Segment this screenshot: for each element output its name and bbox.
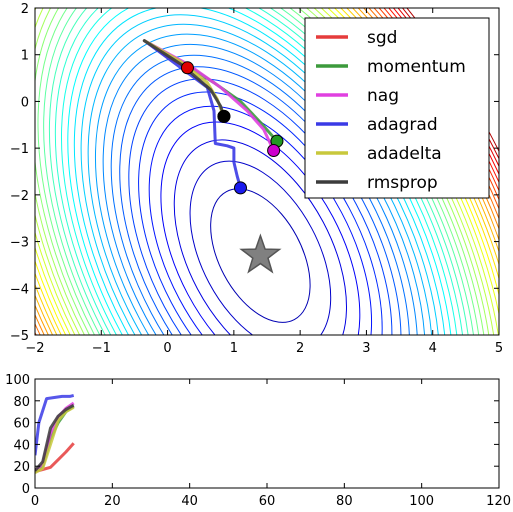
y-tick-label: 80 xyxy=(13,395,30,410)
y-tick-label: 40 xyxy=(13,438,30,453)
contour-level xyxy=(128,78,393,335)
contour-y-axis: −5 −4 −3 −2 −1 0 1 2 xyxy=(10,2,499,344)
contour-level xyxy=(173,139,347,335)
x-tick-label: 120 xyxy=(486,494,511,509)
legend-label-sgd: sgd xyxy=(367,28,397,48)
endpoint-adagrad xyxy=(233,181,247,195)
legend-label-momentum: momentum xyxy=(367,57,466,77)
legend: sgd momentum nag adagrad adadelta rmsprop xyxy=(304,17,490,199)
contour-level xyxy=(210,188,311,323)
y-tick-label: −4 xyxy=(10,282,29,297)
x-tick-label: 100 xyxy=(409,494,434,509)
optimizer-trajectories xyxy=(142,39,284,195)
x-tick-label: 4 xyxy=(429,341,437,356)
legend-label-adagrad: adagrad xyxy=(367,115,438,135)
x-tick-label: −2 xyxy=(25,341,44,356)
endpoint-rmsprop xyxy=(217,109,231,123)
y-tick-label: −3 xyxy=(10,236,29,251)
y-tick-label: 100 xyxy=(5,373,30,388)
y-tick-label: 1 xyxy=(21,49,29,64)
y-tick-label: 0 xyxy=(21,95,29,110)
progress-line-adadelta xyxy=(35,405,75,475)
y-tick-label: 2 xyxy=(21,2,29,17)
endpoint-nag xyxy=(267,143,281,157)
x-tick-label: 80 xyxy=(336,494,353,509)
x-tick-label: 0 xyxy=(163,341,171,356)
contour-plot-frame xyxy=(34,7,500,336)
legend-label-adadelta: adadelta xyxy=(367,144,442,164)
contour-level xyxy=(160,121,361,335)
progress-chart: 0 20 40 60 80 100 120 0 20 40 60 80 100 xyxy=(5,373,511,509)
progress-line-rmsprop xyxy=(35,403,75,472)
y-tick-label: −1 xyxy=(10,142,29,157)
x-tick-label: 1 xyxy=(230,341,238,356)
x-tick-label: 60 xyxy=(259,494,276,509)
y-tick-label: −5 xyxy=(10,329,29,344)
trajectory-adagrad xyxy=(142,39,242,190)
minimum-star-marker xyxy=(239,233,282,274)
y-tick-label: −2 xyxy=(10,189,29,204)
x-tick-label: 2 xyxy=(296,341,304,356)
progress-y-axis: 0 20 40 60 80 100 xyxy=(5,373,499,497)
contour-level xyxy=(119,66,402,335)
contour-level xyxy=(148,105,373,335)
contour-level xyxy=(138,91,383,335)
contour-x-axis: −2 −1 0 1 2 3 4 5 xyxy=(25,8,503,356)
legend-label-nag: nag xyxy=(367,86,399,106)
y-tick-label: 20 xyxy=(13,460,30,475)
x-tick-label: 40 xyxy=(181,494,198,509)
x-tick-label: 20 xyxy=(104,494,121,509)
x-tick-label: −1 xyxy=(92,341,111,356)
y-tick-label: 0 xyxy=(22,482,30,497)
legend-label-rmsprop: rmsprop xyxy=(367,173,438,193)
x-tick-label: 0 xyxy=(31,494,39,509)
x-tick-label: 3 xyxy=(362,341,370,356)
y-tick-label: 60 xyxy=(13,417,30,432)
trajectory-rmsprop xyxy=(142,39,226,118)
endpoint-sgd xyxy=(180,61,194,75)
contour-level xyxy=(189,160,332,335)
x-tick-label: 5 xyxy=(495,341,503,356)
legend-box xyxy=(304,17,490,199)
progress-plot-background xyxy=(35,379,499,488)
progress-x-axis: 0 20 40 60 80 100 120 xyxy=(31,379,511,509)
